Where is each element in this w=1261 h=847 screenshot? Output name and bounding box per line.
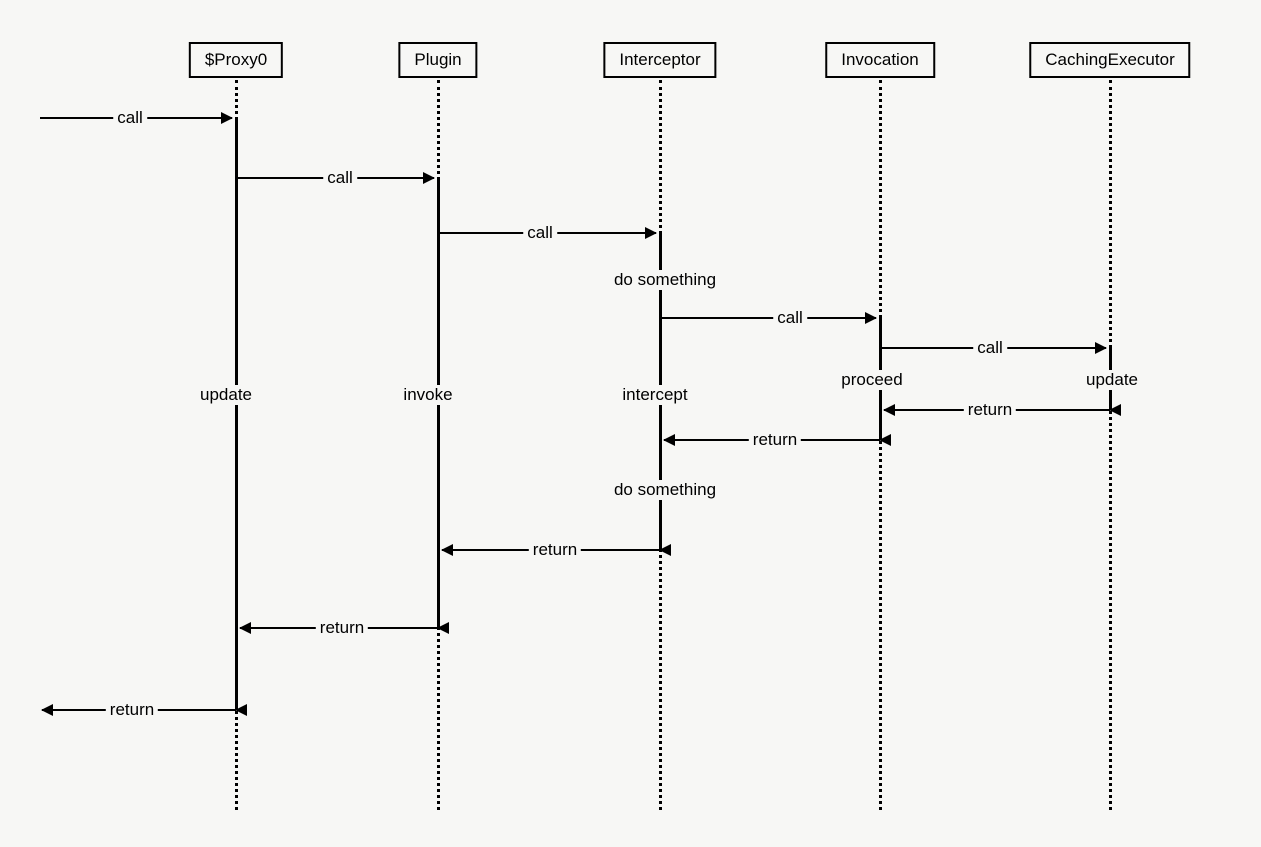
- label-invoke-plugin: invoke: [399, 385, 456, 405]
- msg-return-6: return: [749, 430, 801, 450]
- participant-invocation: Invocation: [825, 42, 935, 78]
- msg-return-9: return: [106, 700, 158, 720]
- activation-proxy: [235, 118, 238, 710]
- label-proceed: proceed: [837, 370, 906, 390]
- note-do-something-1: do something: [610, 270, 720, 290]
- label-intercept: intercept: [618, 385, 691, 405]
- msg-call-0: call: [113, 108, 147, 128]
- participant-proxy: $Proxy0: [189, 42, 283, 78]
- msg-return-8: return: [316, 618, 368, 638]
- msg-call-3: call: [773, 308, 807, 328]
- msg-return-7: return: [529, 540, 581, 560]
- label-update-cache: update: [1082, 370, 1142, 390]
- note-do-something-2: do something: [610, 480, 720, 500]
- participant-interceptor: Interceptor: [603, 42, 716, 78]
- label-update-proxy: update: [196, 385, 256, 405]
- msg-return-5: return: [964, 400, 1016, 420]
- lifeline-cachingexecutor: [1109, 80, 1112, 810]
- msg-call-1: call: [323, 168, 357, 188]
- msg-call-4: call: [973, 338, 1007, 358]
- msg-call-2: call: [523, 223, 557, 243]
- sequence-diagram: $Proxy0 Plugin Interceptor Invocation Ca…: [0, 0, 1261, 847]
- arrows-layer: [0, 0, 1261, 847]
- lifeline-invocation: [879, 80, 882, 810]
- participant-cachingexecutor: CachingExecutor: [1029, 42, 1190, 78]
- participant-plugin: Plugin: [398, 42, 477, 78]
